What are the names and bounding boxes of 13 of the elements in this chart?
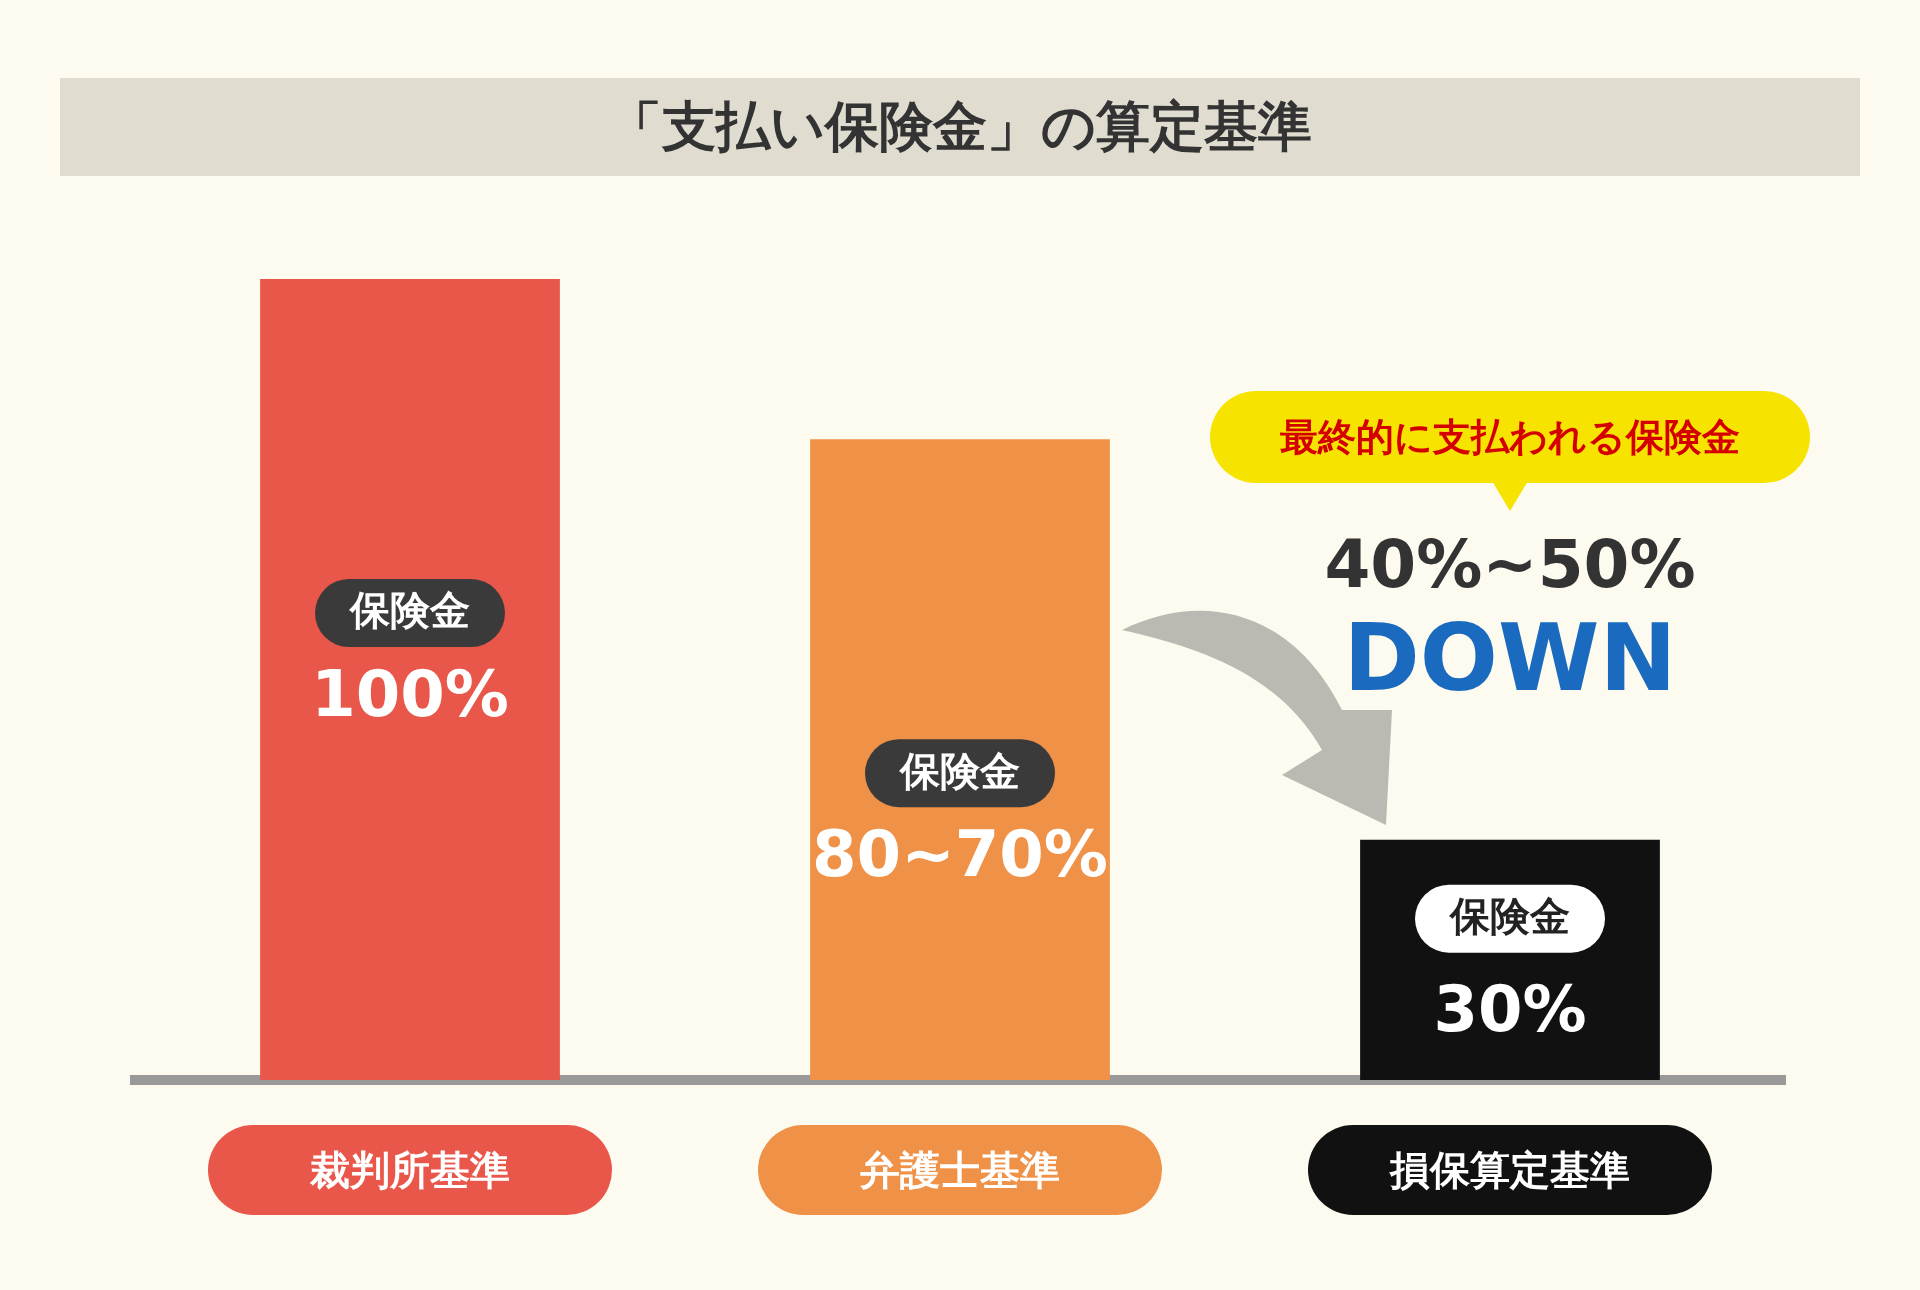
data-label: 30% <box>1433 972 1587 1047</box>
annotation: 保険金 <box>1448 893 1570 940</box>
chart-title: 「支払い保険金」の算定基準 <box>60 78 1860 176</box>
annotation: 40%~50% <box>1324 526 1696 604</box>
annotation: 保険金 <box>898 747 1020 794</box>
annotation: DOWN <box>1343 604 1677 712</box>
data-label: 100% <box>311 656 509 731</box>
x-tick-label: 裁判所基準 <box>310 1145 510 1195</box>
data-label: 80~70% <box>812 816 1108 891</box>
x-tick-label: 弁護士基準 <box>860 1145 1060 1195</box>
annotation: 保険金 <box>348 587 470 634</box>
annotation: 最終的に支払われる保険金 <box>1280 413 1740 461</box>
x-tick-label: 損保算定基準 <box>1390 1145 1630 1195</box>
